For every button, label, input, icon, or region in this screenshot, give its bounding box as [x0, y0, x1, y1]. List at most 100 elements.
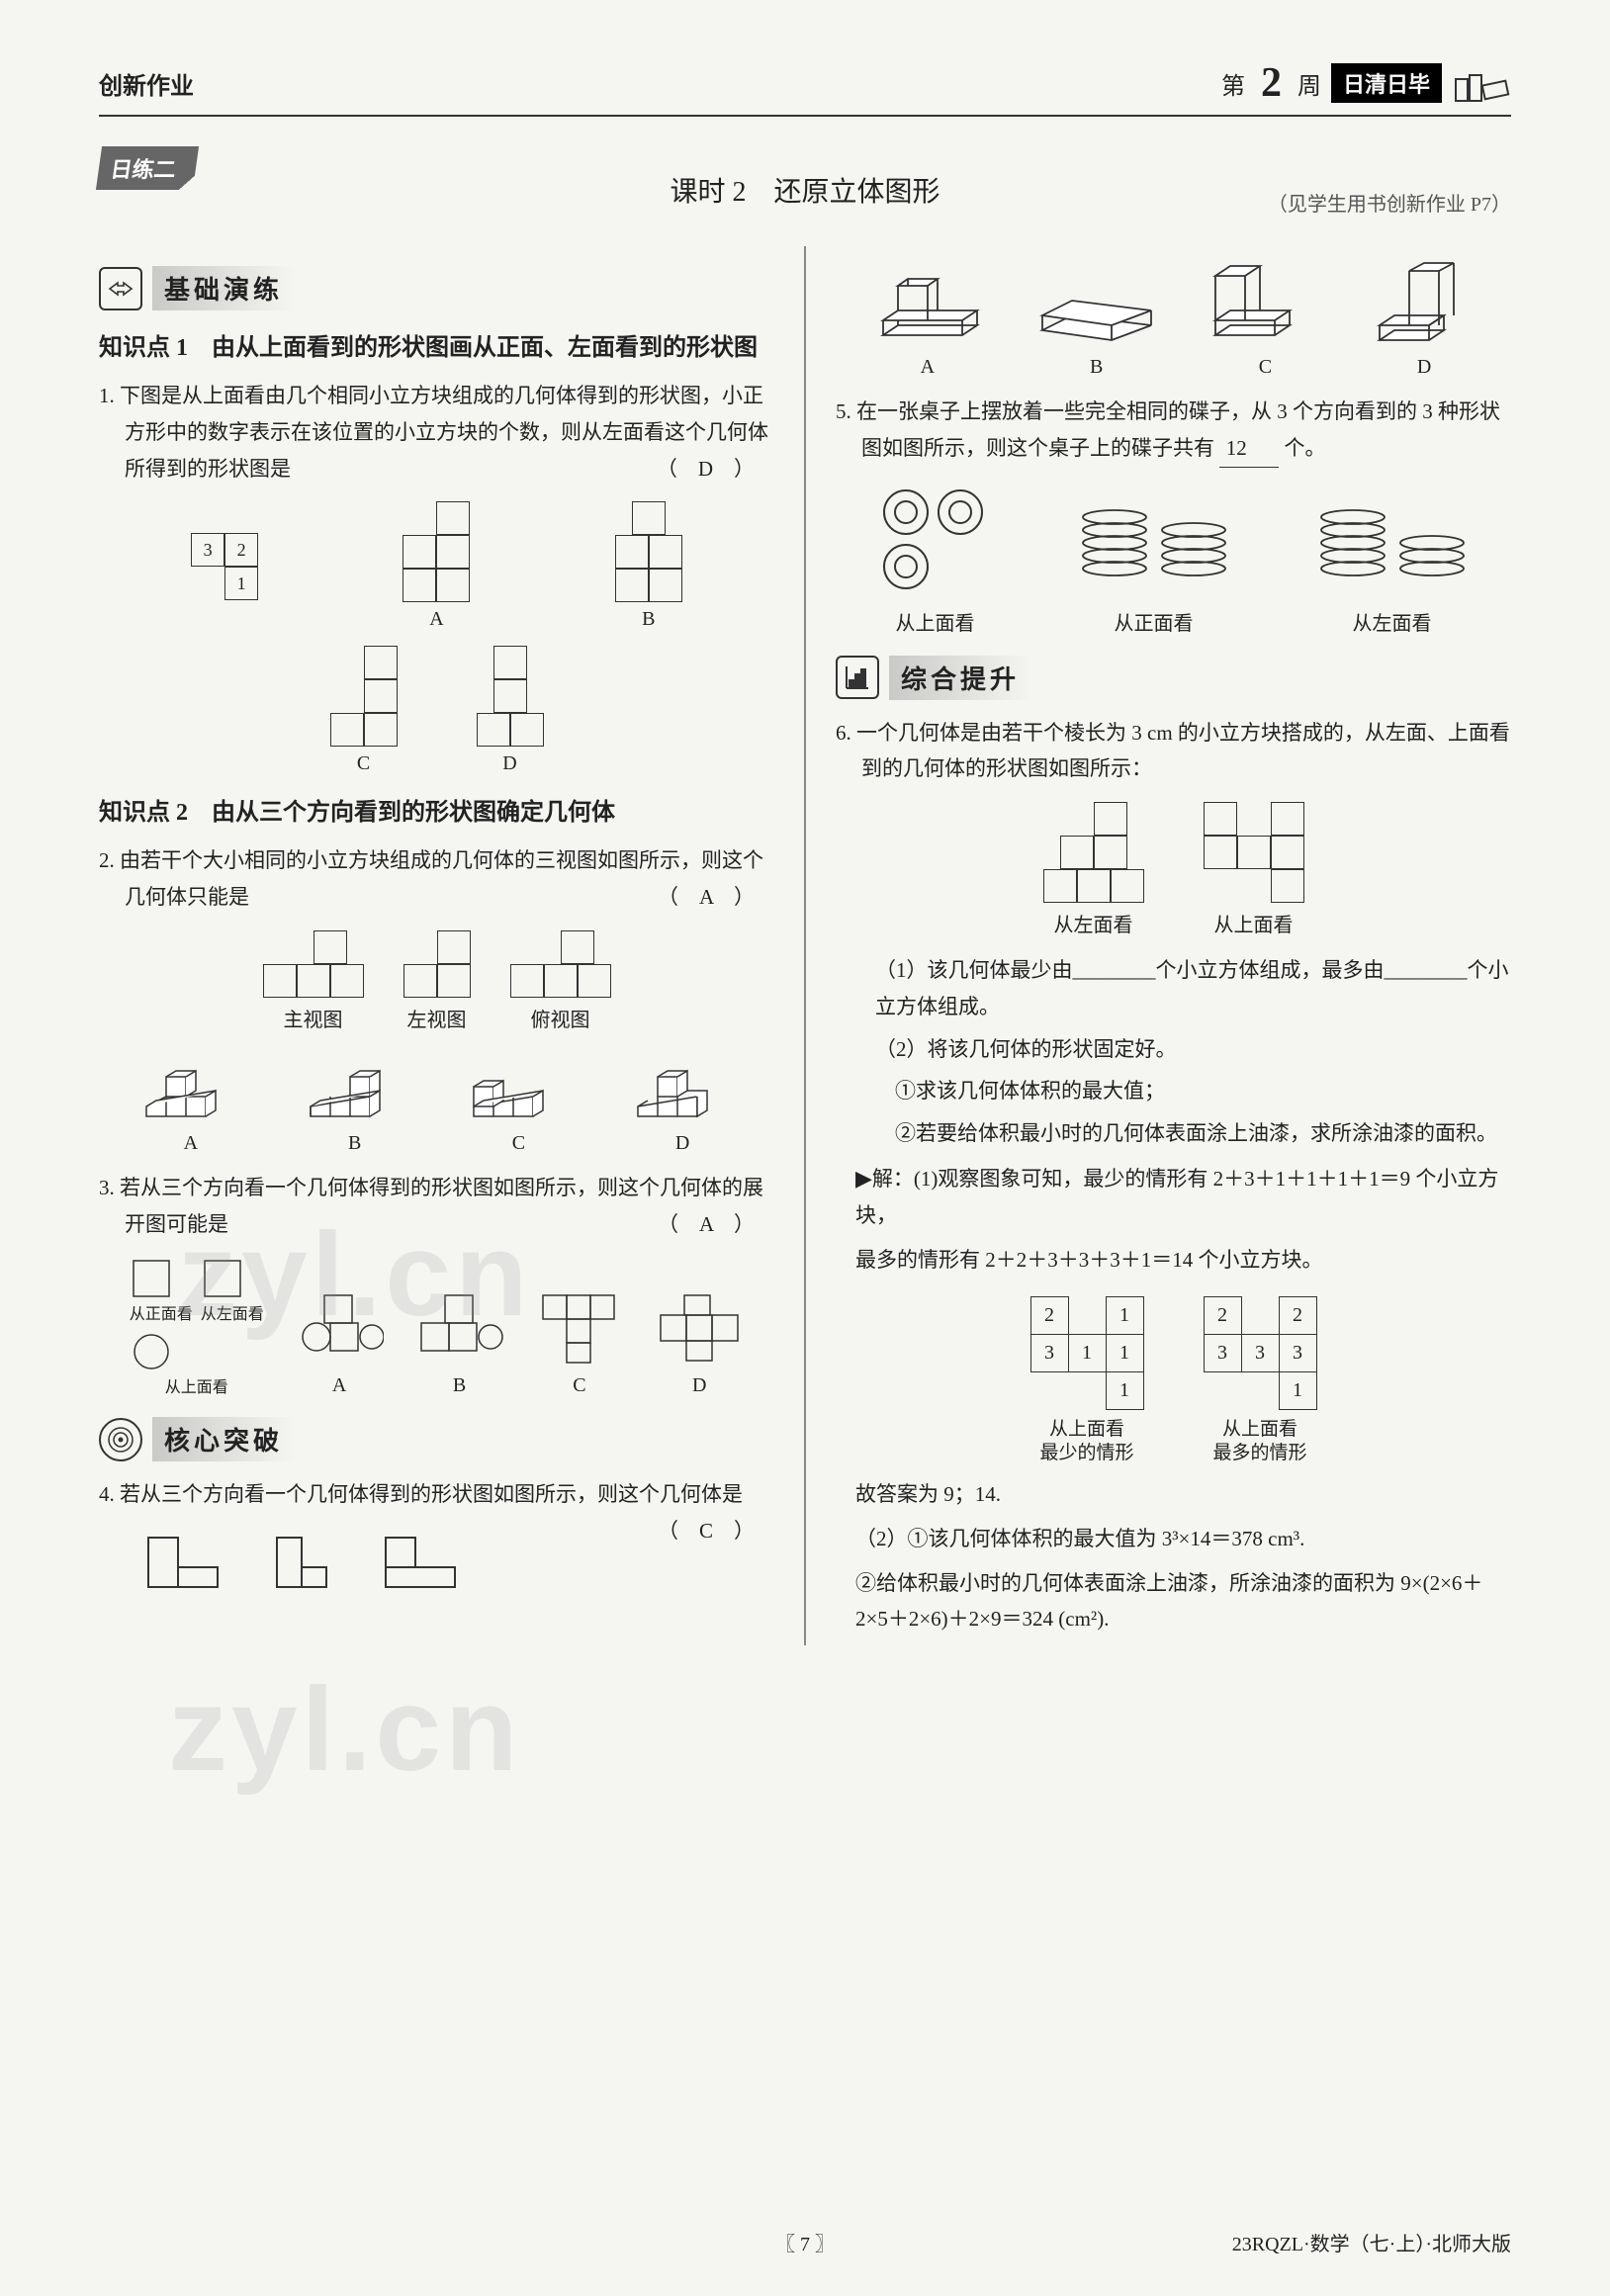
- label: B: [301, 1132, 409, 1155]
- q6-sol2-2: ②给体积最小时的几何体表面涂上油漆，所涂油漆的面积为 9×(2×6＋2×5＋2×…: [855, 1565, 1511, 1638]
- q6-topv: 从上面看: [1204, 802, 1304, 937]
- q1-opt-c: C: [330, 646, 398, 775]
- label: C: [535, 1374, 624, 1397]
- question-2: 2. 由若干个大小相同的小立方块组成的几何体的三视图如图所示，则这个几何体只能是…: [99, 842, 774, 916]
- label: D: [1370, 356, 1478, 379]
- day-tag: 日练二: [96, 146, 199, 190]
- q1-opt-d: D: [477, 646, 544, 775]
- header-right: 第 2 周 日清日毕: [1221, 59, 1511, 107]
- target-icon: [99, 1418, 142, 1461]
- q3-answer: （ A ）: [683, 1206, 755, 1243]
- label: C: [464, 1132, 573, 1155]
- label: D: [628, 1132, 737, 1155]
- q3-opt-a: A: [295, 1289, 384, 1397]
- q6-solution-header: ▶解：(1)观察图象可知，最少的情形有 2＋3＋1＋1＋1＋1＝9 个小立方块，: [855, 1160, 1511, 1234]
- q2-left: 左视图: [403, 930, 471, 1032]
- min-cap: 从上面看 最少的情形: [1030, 1418, 1144, 1466]
- question-4: 4. 若从三个方向看一个几何体得到的形状图如图所示，则这个几何体是 （ C ）: [99, 1476, 774, 1513]
- label: D: [655, 1374, 744, 1397]
- label: 左视图: [403, 1004, 471, 1032]
- q2-answer: （ A ）: [683, 879, 755, 916]
- q2-opt-a: A: [136, 1047, 245, 1155]
- q6-sol2-1: （2）①该几何体体积的最大值为 3³×14＝378 cm³.: [855, 1521, 1511, 1557]
- label: A: [136, 1132, 245, 1155]
- q4-opt-a: A: [868, 271, 987, 379]
- cell: 3: [191, 533, 224, 567]
- label: C: [1206, 356, 1324, 379]
- q6-part2-1: ①求该几何体体积的最大值；: [895, 1073, 1511, 1109]
- section-comprehensive: 综合提升: [836, 656, 1511, 700]
- label: B: [1032, 356, 1161, 379]
- q6-max-table: 22 333 1 从上面看 最多的情形: [1204, 1288, 1317, 1466]
- q2-options: A B C D: [119, 1047, 755, 1155]
- q2-front: 主视图: [263, 930, 364, 1032]
- q6-min-table: 21 311 1 从上面看 最少的情形: [1030, 1288, 1144, 1466]
- question-3: 3. 若从三个方向看一个几何体得到的形状图如图所示，则这个几何体的展开图可能是 …: [99, 1170, 774, 1243]
- label: 从正面看: [1070, 607, 1238, 636]
- label: D: [477, 752, 544, 775]
- main-columns: 基础演练 知识点 1 由从上面看到的形状图画从正面、左面看到的形状图 1. 下图…: [99, 246, 1511, 1645]
- sol-text: 解：(1)观察图象可知，最少的情形有 2＋3＋1＋1＋1＋1＝9 个小立方块，: [855, 1167, 1498, 1228]
- q6-part2-2: ②若要给体积最小时的几何体表面涂上油漆，求所涂油漆的面积。: [895, 1115, 1511, 1152]
- q3-views: 从正面看 从左面看 从上面看: [130, 1257, 264, 1397]
- q5-text: 5. 在一张桌子上摆放着一些完全相同的碟子，从 3 个方向看到的 3 种形状图如…: [836, 399, 1500, 460]
- q6-leftv: 从左面看: [1043, 802, 1144, 937]
- lbl: 从上面看: [130, 1373, 264, 1397]
- question-1: 1. 下图是从上面看由几个相同小立方块组成的几何体得到的形状图，小正方形中的数字…: [99, 378, 774, 486]
- label: 从上面看: [1204, 909, 1304, 937]
- label: 从上面看: [871, 607, 1000, 636]
- q3-opt-b: B: [415, 1289, 504, 1397]
- knowledge-point-1: 知识点 1 由从上面看到的形状图画从正面、左面看到的形状图: [99, 330, 774, 366]
- column-separator: [804, 246, 806, 1645]
- header-title: 创新作业: [99, 66, 194, 101]
- q6-part2: （2）将该几何体的形状固定好。: [875, 1031, 1511, 1068]
- page-footer: 〖 7 〗 23RQZL·数学（七·上）·北师大版: [0, 2228, 1610, 2256]
- week-suffix: 周: [1297, 66, 1321, 101]
- q5-suffix: 个。: [1285, 436, 1326, 460]
- books-icon: [1452, 63, 1511, 103]
- q3-opt-d: D: [655, 1289, 744, 1397]
- q1-top-view: 32 1: [191, 533, 258, 600]
- q1-opt-b: B: [615, 501, 682, 631]
- column-right: A B C D 5. 在一张桌子上摆放着一些完全相同的碟子，从 3 个方向看到的…: [836, 246, 1511, 1645]
- section-title-basic: 基础演练: [152, 266, 295, 310]
- question-5: 5. 在一张桌子上摆放着一些完全相同的碟子，从 3 个方向看到的 3 种形状图如…: [836, 394, 1511, 468]
- label: 从左面看: [1043, 909, 1144, 937]
- q6-views: 从左面看 从上面看: [855, 802, 1491, 937]
- q3-opt-c: C: [535, 1289, 624, 1397]
- label: 主视图: [263, 1004, 364, 1032]
- q4-views: [138, 1528, 683, 1597]
- column-left: 基础演练 知识点 1 由从上面看到的形状图画从正面、左面看到的形状图 1. 下图…: [99, 246, 774, 1645]
- q4-opt-b: B: [1032, 271, 1161, 379]
- q3-figures: 从正面看 从左面看 从上面看 A B C D: [119, 1257, 755, 1397]
- q5-top: 从上面看: [871, 483, 1000, 636]
- week-prefix: 第: [1221, 66, 1245, 101]
- q2-opt-d: D: [628, 1047, 737, 1155]
- section-title-comp: 综合提升: [889, 656, 1031, 700]
- q1-answer: （ D ）: [682, 451, 755, 487]
- cell: 2: [224, 533, 258, 567]
- q6-solution-max: 最多的情形有 2＋2＋3＋3＋3＋1＝14 个小立方块。: [855, 1242, 1511, 1279]
- footer-code: 23RQZL·数学（七·上）·北师大版: [1040, 2228, 1511, 2256]
- section-basic: 基础演练: [99, 266, 774, 310]
- q4-opt-d: D: [1370, 261, 1478, 379]
- q5-front: 从正面看: [1070, 483, 1238, 636]
- q2-opt-c: C: [464, 1047, 573, 1155]
- q2-opt-b: B: [301, 1047, 409, 1155]
- q6-text: 6. 一个几何体是由若干个棱长为 3 cm 的小立方块搭成的，从左面、上面看到的…: [836, 721, 1510, 781]
- q6-part1: （1）该几何体最少由________个小立方体组成，最多由________个小立…: [875, 952, 1511, 1025]
- q4-text: 4. 若从三个方向看一个几何体得到的形状图如图所示，则这个几何体是: [99, 1482, 743, 1506]
- q4-view3: [376, 1528, 465, 1597]
- lbl: 从正面看: [130, 1300, 193, 1324]
- max-cap: 从上面看 最多的情形: [1204, 1418, 1317, 1466]
- question-6: 6. 一个几何体是由若干个棱长为 3 cm 的小立方块搭成的，从左面、上面看到的…: [836, 715, 1511, 788]
- q1-figures: 32 1 A B: [119, 501, 755, 631]
- q1-figures-2: C D: [119, 646, 755, 775]
- q5-leftv: 从左面看: [1308, 483, 1476, 636]
- cell: 1: [224, 567, 258, 600]
- arrows-icon: [99, 267, 142, 310]
- q4-view2: [267, 1528, 336, 1597]
- q6-tables: 21 311 1 从上面看 最少的情形 22 333 1 从上面看 最多的情形: [836, 1288, 1511, 1466]
- chart-icon: [836, 656, 879, 699]
- week-number: 2: [1261, 59, 1282, 107]
